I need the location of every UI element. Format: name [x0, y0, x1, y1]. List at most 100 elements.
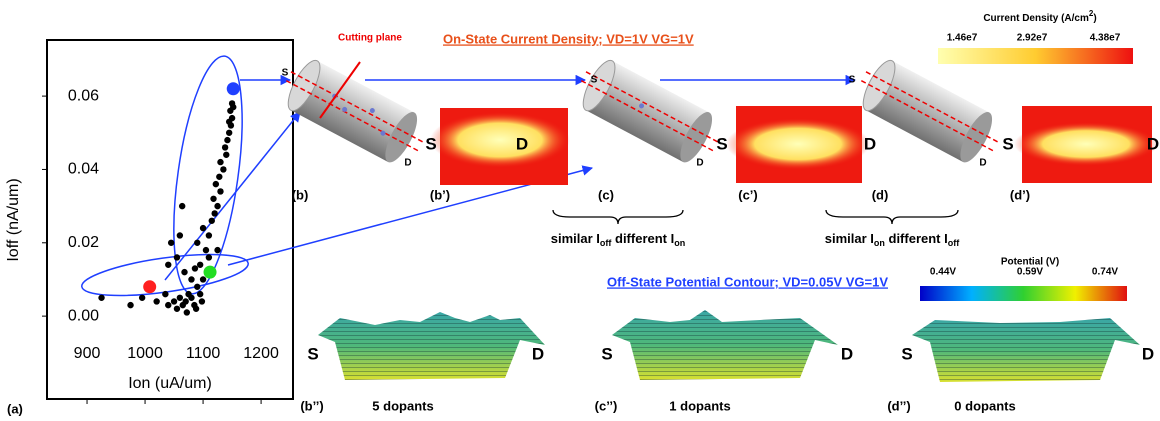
label: D — [696, 158, 703, 169]
point — [224, 137, 230, 143]
label: (b) — [292, 187, 309, 202]
point — [194, 284, 200, 290]
point — [216, 174, 222, 180]
point — [223, 152, 229, 158]
y-tick-label: 0.02 — [68, 234, 99, 251]
current-map — [726, 106, 870, 183]
label: S — [849, 75, 856, 86]
label: D — [864, 134, 876, 153]
y-tick-label: 0.04 — [68, 161, 99, 178]
point — [188, 295, 194, 301]
label: (b’) — [430, 187, 450, 202]
label: S — [282, 68, 289, 79]
label: S — [1002, 134, 1013, 153]
label: D — [1147, 134, 1159, 153]
point — [139, 295, 145, 301]
panel-label: (a) — [7, 401, 23, 416]
point — [217, 159, 223, 165]
point — [177, 295, 183, 301]
point — [153, 298, 159, 304]
potential-surface — [318, 312, 545, 380]
label: S — [307, 344, 318, 363]
label: 5 dopants — [372, 398, 433, 413]
label: S — [601, 344, 612, 363]
x-tick-label: 1200 — [243, 345, 279, 362]
brace — [553, 210, 683, 224]
point — [204, 266, 217, 279]
section-title: Off-State Potential Contour; VD=0.05V VG… — [607, 274, 888, 289]
label: 0.44V — [930, 267, 956, 278]
colorbar — [938, 48, 1133, 64]
point — [209, 218, 215, 224]
point — [200, 276, 206, 282]
label: D — [532, 344, 544, 363]
x-tick-label: 900 — [74, 345, 101, 362]
point — [214, 203, 220, 209]
label: S — [716, 134, 727, 153]
point — [226, 130, 232, 136]
label: 0 dopants — [954, 398, 1015, 413]
x-tick-label: 1000 — [127, 345, 163, 362]
comparison: similar Ioff different Ion — [551, 231, 685, 248]
annotation: Cutting plane — [338, 33, 402, 44]
colorbar — [920, 286, 1127, 301]
point — [127, 302, 133, 308]
point — [179, 203, 185, 209]
label: (b’’) — [300, 398, 323, 413]
figure: Ion (uA/um) Ioff (nA/um) (a) Cutting pla… — [0, 0, 1160, 421]
label: D — [516, 134, 528, 153]
point — [181, 269, 187, 275]
point — [220, 166, 226, 172]
label: (c’) — [738, 187, 758, 202]
label: 1.46e7 — [947, 33, 978, 44]
label: (d’) — [1010, 187, 1030, 202]
label: (d’’) — [887, 398, 910, 413]
point — [98, 295, 104, 301]
y-axis-label: Ioff (nA/um) — [5, 178, 22, 261]
label: 2.92e7 — [1017, 33, 1048, 44]
brace — [826, 210, 958, 224]
label: 1 dopants — [669, 398, 730, 413]
point — [197, 291, 203, 297]
point — [227, 82, 240, 95]
point — [174, 306, 180, 312]
label: D — [979, 158, 986, 169]
potential-surface — [612, 310, 838, 380]
label: D — [841, 344, 853, 363]
point — [203, 247, 209, 253]
point — [165, 262, 171, 268]
arrow — [165, 112, 300, 280]
point — [211, 210, 217, 216]
point — [230, 104, 236, 110]
point — [171, 298, 177, 304]
label: 0.74V — [1092, 267, 1118, 278]
y-tick-label: 0.00 — [68, 307, 99, 324]
nanowire — [850, 52, 1009, 172]
y-tick-label: 0.06 — [68, 87, 99, 104]
point — [182, 298, 188, 304]
point — [174, 254, 180, 260]
label: 0.59V — [1017, 267, 1043, 278]
label: S — [901, 344, 912, 363]
point — [199, 298, 205, 304]
point — [165, 302, 171, 308]
point — [143, 280, 156, 293]
x-tick-label: 1100 — [186, 345, 221, 362]
label: (d) — [872, 187, 889, 202]
label: 4.38e7 — [1090, 33, 1121, 44]
point — [162, 291, 168, 297]
point — [193, 306, 199, 312]
point — [226, 119, 232, 125]
label: (c) — [598, 187, 614, 202]
point — [192, 265, 198, 271]
point — [177, 232, 183, 238]
point — [214, 247, 220, 253]
point — [188, 276, 194, 282]
colorbar-label: Current Density (A/cm2) — [983, 9, 1096, 24]
nanowire — [570, 52, 729, 172]
current-map — [1014, 106, 1158, 183]
point — [168, 240, 174, 246]
label: S — [425, 134, 436, 153]
point — [213, 181, 219, 187]
point — [206, 254, 212, 260]
